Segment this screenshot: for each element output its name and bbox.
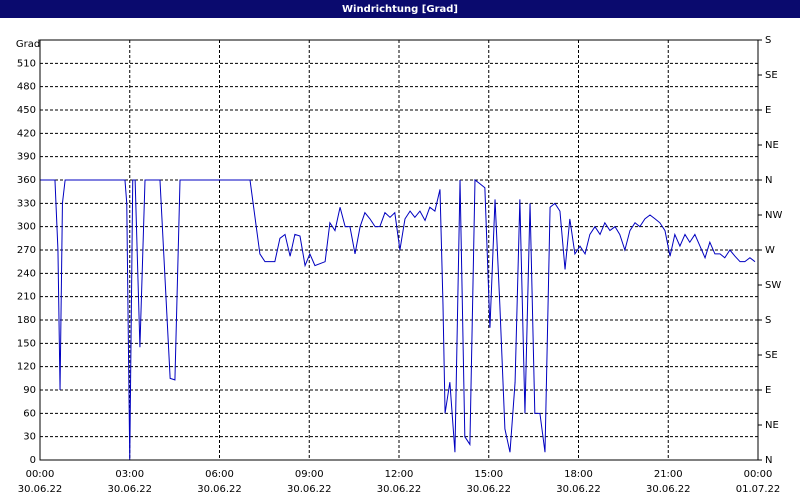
plot (40, 179, 756, 461)
y-tick-label: 30 (23, 432, 36, 443)
y2-tick-label: N (765, 175, 772, 186)
y-tick-label: 360 (17, 175, 36, 186)
x-tick-date: 30.06.22 (287, 484, 332, 495)
x-tick-label: 21:00 (654, 469, 683, 480)
y-tick-label: 60 (23, 408, 36, 419)
y-tick-label: 450 (17, 105, 36, 116)
y2-tick-label: E (765, 385, 771, 396)
x-tick-label: 09:00 (295, 469, 324, 480)
y-tick-label: 330 (17, 198, 36, 209)
chart-title: Windrichtung [Grad] (342, 4, 458, 15)
y-tick-label: 480 (17, 82, 36, 93)
x-tick-label: 06:00 (205, 469, 234, 480)
x-tick-date: 30.06.22 (197, 484, 242, 495)
y-tick-label: 390 (17, 152, 36, 163)
x-tick-date: 30.06.22 (107, 484, 152, 495)
y2-tick-label: SE (765, 350, 778, 361)
x-tick-date: 30.06.22 (377, 484, 422, 495)
x-tick-date: 30.06.22 (556, 484, 601, 495)
y2-tick-label: S (765, 35, 771, 46)
y2-tick-label: S (765, 315, 771, 326)
data-line (40, 179, 756, 461)
y-tick-label: 420 (17, 128, 36, 139)
y2-tick-label: W (765, 245, 775, 256)
x-tick-label: 03:00 (115, 469, 144, 480)
y-tick-label: 150 (17, 338, 36, 349)
x-tick-date: 30.06.22 (646, 484, 691, 495)
x-tick-date: 30.06.22 (466, 484, 511, 495)
y-axis-label: Grad (16, 39, 40, 50)
x-tick-label: 18:00 (564, 469, 593, 480)
x-tick-label: 15:00 (474, 469, 503, 480)
y-tick-label: 510 (17, 58, 36, 69)
y-tick-label: 120 (17, 362, 36, 373)
x-tick-label: 00:00 (26, 469, 55, 480)
y2-tick-label: NE (765, 420, 779, 431)
y2-tick-label: NW (765, 210, 782, 221)
y2-tick-label: N (765, 455, 772, 466)
x-tick-label: 00:00 (744, 469, 773, 480)
y-tick-label: 270 (17, 245, 36, 256)
x-tick-date: 01.07.22 (736, 484, 781, 495)
y2-tick-label: NE (765, 140, 779, 151)
y-tick-label: 240 (17, 268, 36, 279)
x-tick-date: 30.06.22 (18, 484, 63, 495)
title-bar (0, 0, 800, 18)
y-tick-label: 300 (17, 222, 36, 233)
y2-tick-label: E (765, 105, 771, 116)
y2-tick-label: SE (765, 70, 778, 81)
x-tick-label: 12:00 (385, 469, 414, 480)
y-tick-label: 0 (30, 455, 36, 466)
y2-tick-label: SW (765, 280, 781, 291)
y-tick-label: 90 (23, 385, 36, 396)
y-tick-label: 210 (17, 292, 36, 303)
y-tick-label: 180 (17, 315, 36, 326)
